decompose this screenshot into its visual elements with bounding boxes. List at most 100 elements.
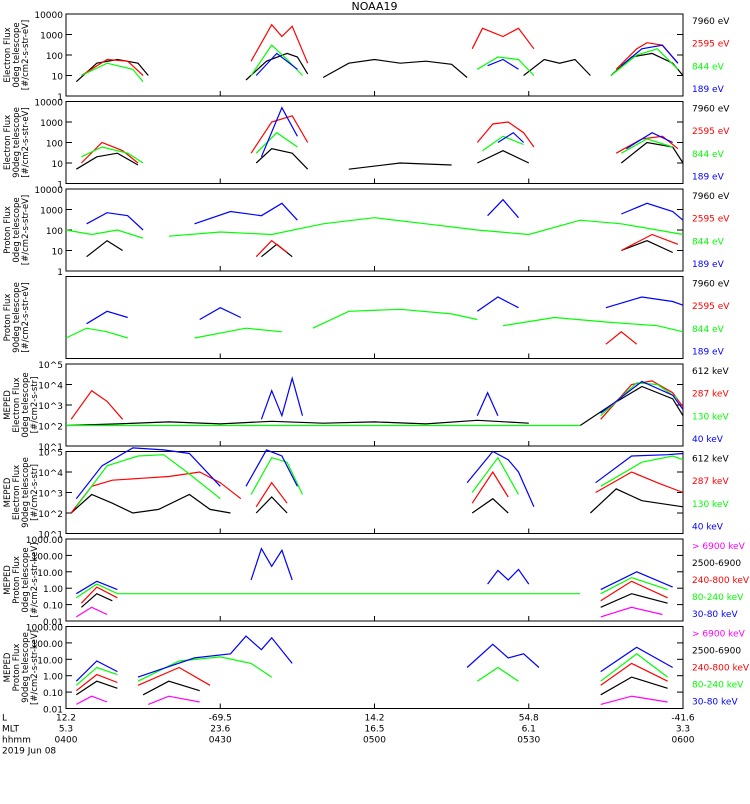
- panel-5-ytick-label: 10^1: [38, 443, 63, 453]
- panel-2-series-red: [476, 121, 535, 148]
- panel-8-legend-item: 240-800 keV: [692, 664, 750, 674]
- panel-7-ylabel: [#/cm2-s-str-keV]: [30, 543, 40, 618]
- panel-8-series-red: [600, 662, 668, 686]
- panel-1-series-black: [245, 52, 309, 81]
- panel-1-ytick-label: 1: [57, 93, 63, 103]
- panel-7-ylabel: Proton Flux: [12, 556, 22, 604]
- panel-2-ytick-label: 1000: [40, 119, 63, 129]
- panel-1-ytick-label: 100: [46, 52, 63, 62]
- xaxis-tick-label: 6.1: [522, 725, 536, 735]
- panel-5-ytick-label: 10^5: [38, 361, 63, 371]
- panel-6-frame: [65, 451, 684, 534]
- panel-3-series-red: [255, 239, 288, 258]
- panel-5-ylabel: 0deg telescope: [21, 372, 31, 437]
- panel-4-series-blue: [199, 307, 242, 321]
- panel-8-ytick-label: 0.10: [43, 689, 63, 699]
- xaxis-row-label: L: [2, 714, 7, 724]
- panel-1-legend-item: 189 eV: [692, 85, 725, 95]
- panel-6-ylabel: 90deg telescope: [21, 457, 31, 528]
- panel-5-ylabel: Electron Flux: [12, 377, 22, 432]
- panel-3-series-red: [621, 233, 679, 252]
- panel-2-ytick-label: 10: [52, 160, 64, 170]
- panel-6-series-green: [75, 454, 221, 508]
- panel-1-series-red: [250, 23, 309, 64]
- panel-7-legend-item: 2500-6900: [692, 559, 741, 569]
- panel-7-ytick-label: 100.00: [32, 552, 64, 562]
- panel-5-series-blue: [476, 391, 499, 416]
- panel-7-ylabel: 0deg telescope: [21, 547, 31, 612]
- panel-5-ytick-label: 10^4: [38, 382, 63, 392]
- panel-7-series-magenta: [600, 606, 663, 618]
- xaxis-tick-label: 0430: [209, 736, 232, 746]
- panel-2-series-blue: [497, 131, 525, 144]
- panel-3-series-blue: [487, 198, 519, 219]
- panel-3-ylabel: [#/cm2-s-str-eV]: [21, 195, 31, 265]
- xaxis-tick-label: -41.6: [671, 714, 695, 724]
- panel-1-series-green: [476, 56, 535, 76]
- panel-7-ytick-label: 0.01: [43, 618, 63, 628]
- panel-5-series-black: [579, 385, 684, 426]
- panel-8-legend-item: 30-80 keV: [692, 698, 738, 708]
- panel-6-legend-item: 612 keV: [692, 455, 729, 465]
- panel-6-series-red: [595, 471, 684, 494]
- panel-8-series-green: [137, 656, 273, 682]
- panel-2-ytick-label: 10000: [34, 99, 63, 109]
- panel-1-series-black: [523, 58, 591, 76]
- panel-7-legend-item: > 6900 keV: [692, 542, 746, 552]
- panel-1-series-red: [81, 58, 144, 77]
- xaxis-tick-label: 3.3: [676, 725, 690, 735]
- panel-2-legend-item: 189 eV: [692, 173, 725, 183]
- panel-1-series-green: [610, 48, 679, 76]
- panel-6-series-green: [600, 455, 684, 487]
- panel-3-ytick-label: 10000: [34, 186, 63, 196]
- panel-6-ytick-label: 10^2: [38, 510, 63, 520]
- xaxis-tick-label: 0500: [363, 736, 386, 746]
- xaxis-tick-label: 23.6: [210, 725, 230, 735]
- panel-4-series-green: [65, 327, 128, 339]
- panel-7-legend-item: 30-80 keV: [692, 610, 738, 620]
- panel-5-legend-item: 612 keV: [692, 367, 729, 377]
- panel-4-frame: [65, 276, 684, 359]
- panel-2-series-black: [255, 148, 309, 170]
- panel-8-series-red: [75, 673, 118, 692]
- panel-2-series-blue: [260, 106, 298, 158]
- panel-8-ytick-label: 100.00: [32, 640, 64, 650]
- panel-7-series-magenta: [75, 606, 108, 618]
- panel-6-series-black: [471, 497, 509, 514]
- panel-2-series-black: [75, 152, 139, 170]
- panel-8-series-blue: [137, 635, 293, 678]
- panel-8-ytick-label: 10.00: [37, 656, 63, 666]
- panel-3-ytick-label: 100: [46, 227, 63, 237]
- panel-4-series-green: [194, 327, 282, 339]
- panel-7-series-red: [600, 580, 668, 602]
- panel-6-series-red: [471, 470, 509, 504]
- xaxis-tick-label: -69.5: [209, 714, 232, 724]
- panel-8-series-red: [137, 666, 211, 686]
- panel-4-legend-item: 844 eV: [692, 325, 725, 335]
- panel-7-series-black: [81, 592, 113, 608]
- panel-6-series-black: [70, 493, 231, 514]
- panel-8-ytick-label: 1000.00: [26, 624, 63, 634]
- panel-8-series-black: [75, 680, 118, 696]
- panel-8-frame: [65, 626, 684, 709]
- panel-5-series-black: [65, 419, 529, 427]
- panel-8-series-blue: [75, 660, 118, 682]
- panel-3-frame: [65, 188, 684, 272]
- xaxis-row-label: hhmm: [2, 736, 31, 746]
- panel-5-legend-item: 287 keV: [692, 390, 729, 400]
- panel-3-series-blue: [621, 202, 684, 221]
- panel-3-legend-item: 844 eV: [692, 237, 725, 247]
- panel-4-legend-item: 7960 eV: [692, 280, 730, 290]
- panel-2-legend-item: 844 eV: [692, 150, 725, 160]
- panel-6-series-blue: [466, 450, 535, 508]
- panel-1-series-blue: [620, 44, 679, 67]
- panel-1-ylabel: [#/cm2-s-str-eV]: [21, 20, 31, 90]
- panel-1-series-blue: [487, 58, 519, 70]
- panel-6-series-green: [471, 456, 520, 495]
- panel-3-ytick-label: 1000: [40, 207, 63, 217]
- panel-2-series-black: [477, 150, 530, 164]
- panel-4-ylabel: 90deg telescope: [12, 282, 22, 353]
- panel-2-series-black: [348, 162, 452, 170]
